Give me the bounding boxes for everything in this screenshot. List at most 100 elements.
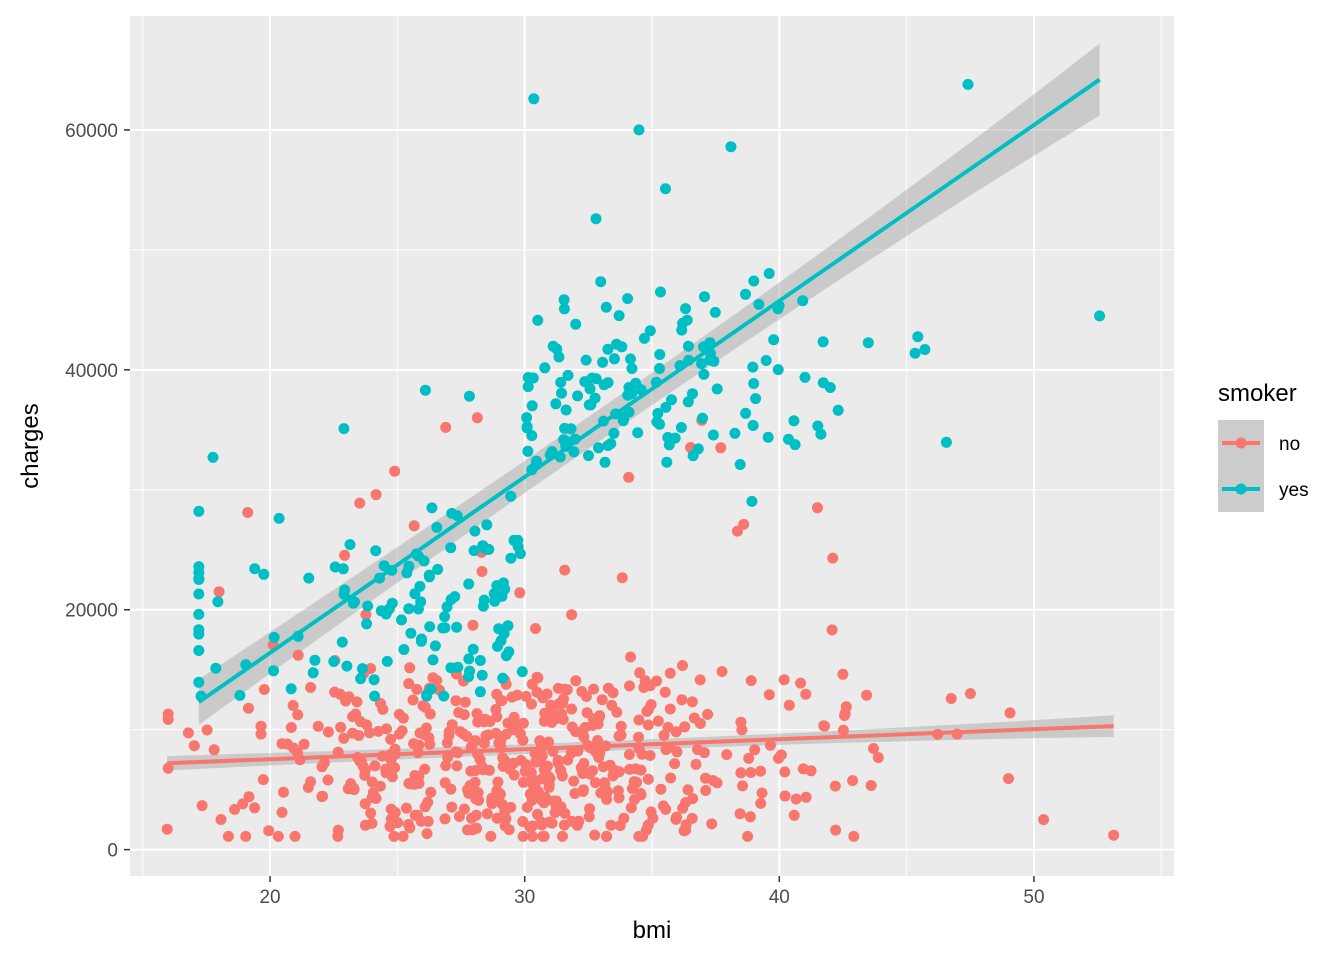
data-point-no — [182, 727, 194, 739]
x-tick-label: 30 — [514, 887, 535, 908]
data-point-no — [677, 802, 689, 814]
data-point-no — [829, 780, 841, 792]
data-point-yes — [258, 568, 270, 580]
data-point-yes — [341, 660, 353, 672]
data-point-yes — [439, 611, 451, 623]
y-axis-title: charges — [17, 403, 44, 488]
data-point-yes — [763, 268, 775, 279]
data-point-no — [288, 742, 299, 754]
data-point-no — [595, 787, 607, 799]
data-point-no — [605, 819, 617, 831]
data-point-no — [520, 759, 532, 771]
data-point-yes — [337, 563, 349, 575]
data-point-no — [222, 830, 234, 842]
data-point-no — [451, 760, 463, 772]
data-point-no — [670, 813, 682, 825]
data-point-yes — [476, 669, 488, 681]
data-point-no — [711, 777, 723, 789]
data-point-no — [404, 662, 416, 674]
data-point-no — [526, 794, 538, 806]
data-point-yes — [608, 427, 620, 439]
data-point-yes — [616, 341, 628, 353]
data-point-yes — [940, 436, 952, 448]
data-point-no — [305, 682, 317, 693]
data-point-yes — [589, 392, 601, 404]
data-point-no — [359, 769, 371, 781]
data-point-yes — [654, 349, 666, 360]
data-point-yes — [368, 674, 380, 686]
data-point-no — [243, 791, 255, 803]
data-point-yes — [597, 356, 609, 368]
data-point-no — [514, 587, 526, 599]
data-point-yes — [468, 545, 480, 557]
data-point-no — [538, 830, 550, 842]
data-point-no — [565, 747, 577, 759]
legend-entry-no: no — [1218, 420, 1300, 466]
data-point-yes — [445, 662, 457, 674]
data-point-no — [229, 803, 241, 815]
data-point-no — [735, 716, 747, 728]
data-point-yes — [687, 388, 698, 400]
data-point-no — [511, 689, 523, 701]
data-point-yes — [526, 430, 538, 442]
data-point-no — [558, 819, 570, 831]
data-point-yes — [285, 683, 297, 695]
data-point-yes — [505, 490, 517, 502]
data-point-no — [520, 690, 532, 702]
data-point-yes — [526, 400, 538, 412]
data-point-no — [366, 776, 378, 788]
data-point-no — [359, 819, 371, 831]
data-point-no — [419, 763, 431, 775]
data-point-no — [446, 719, 458, 731]
data-point-no — [633, 731, 644, 743]
data-point-yes — [477, 540, 489, 552]
data-point-no — [476, 761, 488, 773]
data-point-yes — [234, 689, 246, 701]
data-point-no — [773, 752, 784, 764]
data-point-yes — [362, 600, 374, 612]
data-point-yes — [193, 608, 205, 620]
data-point-no — [735, 767, 747, 779]
data-point-yes — [740, 407, 752, 419]
data-point-yes — [698, 368, 710, 380]
data-point-no — [534, 735, 546, 747]
data-point-yes — [772, 364, 784, 376]
data-point-yes — [378, 560, 390, 572]
data-point-no — [445, 783, 457, 795]
data-point-no — [557, 830, 568, 842]
data-point-no — [500, 728, 512, 740]
data-point-yes — [429, 640, 441, 652]
data-point-no — [964, 688, 976, 700]
data-point-no — [485, 830, 497, 842]
data-point-yes — [760, 355, 772, 366]
data-point-no — [692, 744, 703, 755]
data-point-no — [411, 683, 423, 695]
data-point-no — [577, 768, 589, 779]
data-point-no — [641, 706, 653, 717]
data-point-no — [476, 566, 488, 577]
data-point-no — [624, 680, 635, 692]
data-point-no — [385, 803, 397, 815]
data-point-no — [370, 489, 382, 501]
data-point-yes — [661, 456, 673, 468]
data-points — [161, 78, 1120, 842]
data-point-no — [680, 819, 692, 831]
data-point-no — [263, 825, 275, 837]
data-point-yes — [522, 445, 534, 457]
data-point-no — [318, 757, 330, 769]
data-point-yes — [699, 291, 710, 303]
data-point-no — [634, 667, 646, 679]
data-point-no — [800, 791, 812, 803]
data-point-yes — [625, 353, 636, 365]
data-point-yes — [788, 415, 800, 427]
data-point-yes — [528, 93, 540, 105]
data-point-no — [539, 707, 551, 719]
data-point-no — [945, 693, 957, 704]
data-point-no — [577, 786, 589, 797]
data-point-no — [531, 686, 543, 698]
data-point-no — [454, 726, 466, 738]
data-point-yes — [696, 358, 707, 370]
data-point-yes — [268, 665, 279, 677]
data-point-yes — [677, 317, 689, 329]
